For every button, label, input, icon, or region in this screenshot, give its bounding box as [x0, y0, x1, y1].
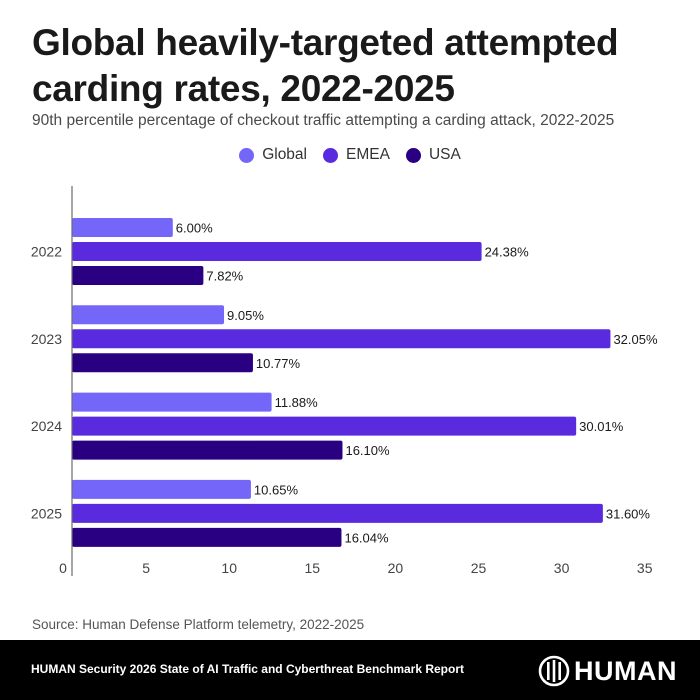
x-tick-label-25: 25: [471, 560, 487, 576]
legend-item-emea: EMEA: [323, 146, 390, 164]
x-tick-label-20: 20: [388, 560, 404, 576]
data-label-global-2025: 10.65%: [254, 482, 299, 497]
legend-label-global: Global: [262, 146, 307, 163]
bar-emea-2022: [72, 242, 482, 261]
data-label-global-2022: 6.00%: [176, 221, 213, 236]
data-label-usa-2024: 16.10%: [345, 443, 390, 458]
bar-usa-2022: [72, 266, 204, 285]
legend-dot-emea-icon: [323, 147, 338, 163]
chart-title: Global heavily-targeted attempted cardin…: [32, 22, 619, 109]
human-logo-icon: [538, 655, 570, 687]
bar-emea-2023: [72, 329, 611, 349]
bar-emea-2025: [72, 503, 603, 523]
legend-dot-usa-icon: [405, 147, 421, 163]
y-tick-label-2025: 2025: [31, 505, 62, 521]
legend-item-usa: USA: [405, 146, 461, 164]
y-tick-label-2023: 2023: [31, 331, 62, 347]
legend-dot-global-icon: [239, 147, 255, 163]
bar-usa-2024: [72, 440, 343, 460]
data-label-emea-2024: 30.01%: [579, 419, 624, 434]
x-tick-label-10: 10: [221, 560, 237, 576]
data-label-emea-2025: 31.60%: [606, 506, 651, 521]
footer: HUMAN Security 2026 State of AI Traffic …: [0, 640, 700, 700]
data-label-emea-2023: 32.05%: [613, 332, 658, 347]
bar-usa-2025: [72, 527, 342, 547]
x-tick-label-30: 30: [554, 560, 570, 576]
x-tick-label-0: 0: [59, 560, 67, 576]
x-tick-label-5: 5: [142, 560, 150, 576]
bar-chart: 6.00%24.38%7.82%20229.05%32.05%10.77%202…: [31, 186, 658, 576]
x-tick-label-15: 15: [305, 560, 321, 576]
y-tick-label-2024: 2024: [31, 418, 62, 434]
legend-label-usa: USA: [428, 146, 461, 163]
chart-subtitle: 90th percentile percentage of checkout t…: [32, 112, 615, 129]
bar-usa-2023: [72, 353, 253, 373]
bar-global-2022: [72, 218, 173, 237]
data-label-emea-2022: 24.38%: [485, 245, 530, 260]
human-logo-text: HUMAN: [574, 655, 677, 686]
footer-report-title: HUMAN Security 2026 State of AI Traffic …: [31, 662, 465, 676]
x-tick-label-35: 35: [637, 560, 653, 576]
legend-label-emea: EMEA: [346, 146, 390, 163]
y-tick-label-2022: 2022: [31, 244, 62, 260]
bar-emea-2024: [72, 416, 577, 436]
legend-item-global: Global: [239, 146, 307, 164]
bar-global-2025: [72, 479, 251, 499]
bar-global-2024: [72, 392, 272, 412]
human-logo: HUMAN: [538, 655, 677, 687]
data-label-usa-2022: 7.82%: [206, 269, 243, 284]
source-note: Source: Human Defense Platform telemetry…: [32, 617, 365, 632]
bar-global-2023: [72, 305, 225, 325]
data-label-usa-2023: 10.77%: [256, 356, 301, 371]
data-label-global-2023: 9.05%: [227, 308, 264, 323]
data-label-global-2024: 11.88%: [275, 395, 319, 410]
data-label-usa-2025: 16.04%: [344, 530, 389, 545]
legend: Global EMEA USA: [0, 146, 700, 164]
